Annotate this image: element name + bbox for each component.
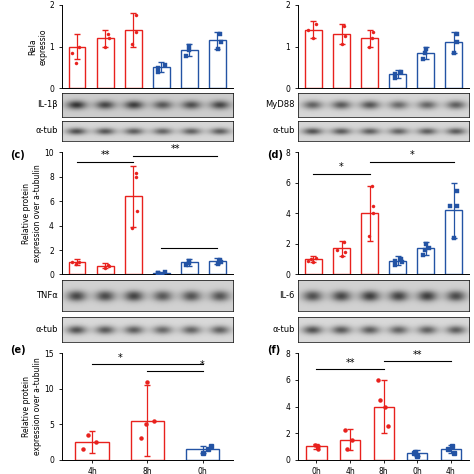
Text: (c): (c) (10, 150, 25, 160)
Text: TNFα: TNFα (36, 291, 58, 300)
Text: IL-1β: IL-1β (37, 100, 58, 109)
Text: α-tub: α-tub (272, 127, 294, 136)
Bar (389, 261, 406, 274)
Text: 8h: 8h (214, 154, 223, 163)
Bar (446, 210, 462, 274)
Bar (97, 38, 114, 88)
Text: 8h: 8h (128, 358, 138, 367)
Text: (d): (d) (267, 150, 283, 160)
Text: 8h: 8h (128, 154, 138, 163)
Bar (209, 40, 226, 88)
Text: 0h: 0h (307, 358, 317, 367)
Text: *: * (410, 150, 414, 160)
Text: α-tub: α-tub (272, 325, 294, 334)
Text: 4h: 4h (421, 358, 431, 367)
Bar (306, 447, 327, 460)
Text: **: ** (171, 144, 180, 154)
Text: 0h: 0h (71, 154, 81, 163)
Text: 0h: 0h (307, 154, 317, 163)
Bar (441, 449, 461, 460)
Text: **: ** (345, 358, 355, 368)
Text: 0h: 0h (156, 154, 166, 163)
Text: 8h: 8h (214, 358, 223, 367)
Text: *: * (339, 162, 344, 172)
Text: 4h: 4h (185, 154, 195, 163)
Y-axis label: Relative protein
expression over a-tubulin: Relative protein expression over a-tubul… (22, 164, 42, 262)
Bar (69, 262, 85, 274)
Text: *: * (117, 353, 122, 363)
Bar (75, 442, 109, 460)
Bar (361, 38, 378, 88)
Text: MyD88: MyD88 (265, 100, 294, 109)
Y-axis label: Relative protein
expression over a-tubulin: Relative protein expression over a-tubul… (22, 358, 42, 456)
Bar (389, 74, 406, 88)
Text: IL-6: IL-6 (279, 291, 294, 300)
Bar (417, 53, 434, 88)
Text: 0h: 0h (71, 358, 81, 367)
Text: 8h: 8h (450, 154, 460, 163)
Bar (305, 30, 322, 88)
Text: 4h: 4h (421, 154, 431, 163)
Bar (361, 213, 378, 274)
Bar (97, 266, 114, 274)
Bar (125, 30, 142, 88)
Text: 4h: 4h (100, 154, 109, 163)
Text: (f): (f) (267, 345, 281, 355)
Text: *: * (200, 360, 205, 370)
Bar (131, 421, 164, 460)
Bar (153, 67, 170, 88)
Bar (125, 196, 142, 274)
Text: 0h: 0h (393, 154, 403, 163)
Text: (e): (e) (10, 345, 26, 355)
Bar (186, 449, 219, 460)
Bar (446, 42, 462, 88)
Bar (333, 34, 350, 88)
Bar (209, 261, 226, 274)
Text: 4h: 4h (185, 358, 195, 367)
Bar (407, 453, 427, 460)
Text: 4h: 4h (100, 358, 109, 367)
Text: 4h: 4h (336, 154, 346, 163)
Bar (181, 262, 198, 274)
Bar (340, 440, 360, 460)
Bar (417, 248, 434, 274)
Bar (69, 46, 85, 88)
Bar (333, 248, 350, 274)
Text: 8h: 8h (450, 358, 460, 367)
Text: 8h: 8h (365, 154, 374, 163)
Bar (153, 273, 170, 274)
Bar (181, 50, 198, 88)
Text: α-tub: α-tub (36, 127, 58, 136)
Text: **: ** (412, 350, 422, 360)
Y-axis label: Rela
expressio: Rela expressio (28, 28, 48, 65)
Text: 8h: 8h (365, 358, 374, 367)
Text: 0h: 0h (156, 358, 166, 367)
Text: 0h: 0h (393, 358, 403, 367)
Text: 4h: 4h (336, 358, 346, 367)
Bar (305, 259, 322, 274)
Text: **: ** (100, 150, 110, 160)
Text: α-tub: α-tub (36, 325, 58, 334)
Bar (374, 407, 394, 460)
